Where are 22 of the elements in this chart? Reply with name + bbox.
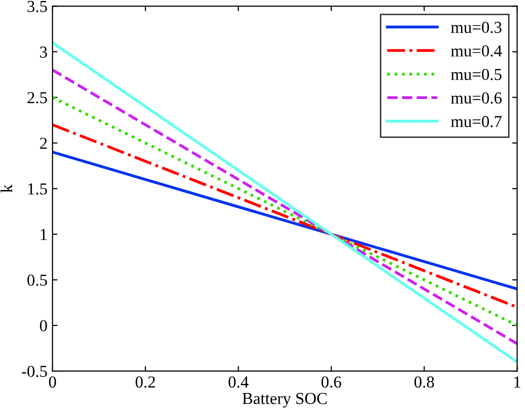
legend-label: mu=0.5 xyxy=(450,68,502,80)
x-tick-label: 0.8 xyxy=(414,376,434,388)
legend-label: mu=0.3 xyxy=(450,22,502,34)
legend-label: mu=0.4 xyxy=(450,45,502,57)
y-tick-label: 2 xyxy=(40,138,47,149)
y-axis-title: k xyxy=(0,184,12,192)
y-tick-label: 0.5 xyxy=(27,274,47,286)
x-tick-label: 0 xyxy=(48,376,56,388)
x-tick-label: 0.2 xyxy=(136,376,155,388)
y-tick-label: 2.5 xyxy=(28,92,47,104)
x-tick-label: 0.4 xyxy=(228,376,249,388)
x-tick-label: 0.6 xyxy=(321,376,342,388)
legend-label: mu=0.7 xyxy=(450,116,502,128)
y-tick-label: 3 xyxy=(40,46,47,58)
x-axis-title: Battery SOC xyxy=(242,392,327,408)
y-tick-label: 3.5 xyxy=(28,0,47,12)
y-tick-label: -0.5 xyxy=(22,366,47,378)
y-tick-label: 1.5 xyxy=(28,183,47,195)
y-tick-label: 0 xyxy=(40,320,48,332)
legend-label: mu=0.6 xyxy=(450,92,502,104)
x-tick-label: 1 xyxy=(514,376,520,388)
y-tick-label: 1 xyxy=(40,228,47,240)
